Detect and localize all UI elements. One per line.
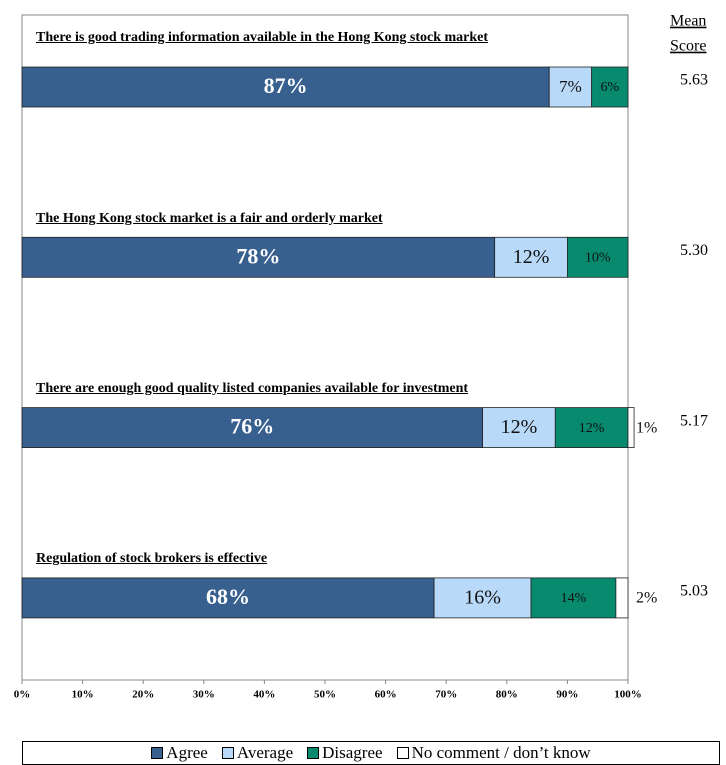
bar-segment (433, 577, 532, 619)
value-label: 6% (600, 80, 619, 95)
legend: Agree Average Disagree No comment / don’t k… (22, 741, 720, 765)
value-label: 78% (236, 243, 280, 268)
x-tick-label: 80% (496, 689, 518, 701)
bar-segment (591, 66, 629, 108)
x-tick-label: 70% (435, 689, 457, 701)
x-tick-label: 50% (314, 689, 336, 701)
legend-label: Agree (166, 743, 208, 762)
value-label: 16% (464, 586, 501, 608)
x-tick-label: 90% (556, 689, 578, 701)
bar-segment (482, 407, 556, 449)
legend-label: Average (236, 743, 294, 762)
x-tick-label: 20% (132, 689, 154, 701)
x-tick-label: 100% (614, 689, 642, 701)
legend-swatch (221, 747, 234, 759)
value-label: 12% (513, 246, 550, 268)
bar-segment (21, 407, 483, 449)
category-title: The Hong Kong stock market is a fair and… (36, 211, 383, 226)
bar-segment (615, 577, 629, 619)
value-label: 76% (230, 414, 274, 439)
value-label: 7% (559, 77, 582, 96)
legend-item: Average (221, 743, 294, 763)
bar-segment (21, 577, 435, 619)
legend-label: Disagree (322, 743, 383, 762)
mean-score: 5.03 (680, 583, 708, 600)
category-title: There is good trading information availa… (36, 30, 489, 45)
mean-score-title: Score (670, 38, 706, 55)
category-title: Regulation of stock brokers is effective (36, 551, 268, 566)
chart: 0% 10% 20% 30% 40% 50% 60% 70% 80% 90% 100% 87% 7% 6%… (14, 13, 708, 701)
legend-item: No comment / don’t know (396, 743, 591, 763)
category-title: There are enough good quality listed com… (36, 381, 469, 396)
x-tick-label: 10% (72, 689, 94, 701)
x-tick-label: 30% (193, 689, 215, 701)
x-tick-label: 40% (253, 689, 275, 701)
bar-segment (21, 66, 550, 108)
value-label: 12% (501, 416, 538, 438)
value-label: 1% (636, 419, 657, 436)
legend-item: Disagree (307, 743, 383, 763)
mean-score-title: Mean (670, 13, 706, 30)
bar-segment (567, 236, 629, 278)
x-tick-label: 0% (14, 689, 31, 701)
mean-score: 5.17 (680, 412, 708, 429)
x-tick-label: 60% (375, 689, 397, 701)
value-label: 87% (264, 73, 308, 98)
legend-swatch (307, 747, 320, 759)
value-label: 14% (561, 591, 587, 606)
value-label: 2% (636, 590, 657, 607)
bar-segment (494, 236, 568, 278)
value-label: 68% (206, 584, 250, 609)
mean-score: 5.63 (680, 72, 708, 89)
value-label: 10% (585, 251, 611, 266)
value-label: 12% (579, 421, 605, 436)
bar-segment (627, 407, 635, 449)
legend-label: No comment / don’t know (411, 743, 591, 762)
bar-segment (530, 577, 617, 619)
legend-swatch (151, 747, 164, 759)
legend-item: Agree (151, 743, 208, 763)
mean-score: 5.30 (680, 242, 708, 259)
legend-swatch (396, 747, 409, 759)
